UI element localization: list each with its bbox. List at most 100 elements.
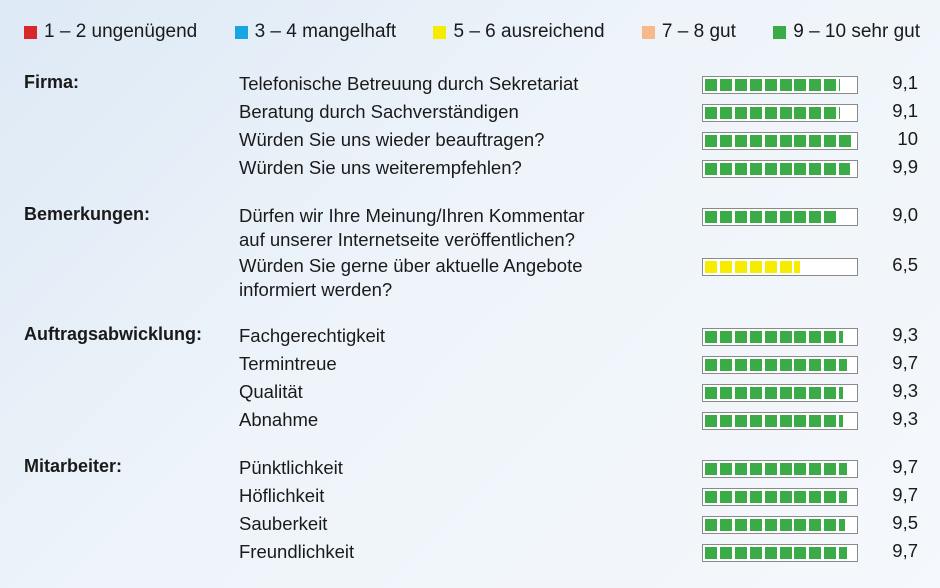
bar-segment	[809, 211, 822, 223]
bar-segment	[719, 331, 732, 343]
bar-segment	[839, 491, 848, 503]
bar-segment	[705, 107, 717, 119]
legend-swatch	[24, 25, 37, 39]
rating-bar	[702, 460, 858, 478]
bar-segment	[779, 135, 792, 147]
bar-segment	[794, 387, 807, 399]
bar-segment	[749, 491, 762, 503]
legend-item: 7 – 8 gut	[641, 21, 736, 43]
bar-segment	[824, 211, 837, 223]
legend-swatch	[234, 25, 248, 39]
legend-label: 5 – 6 ausreichend	[453, 21, 605, 42]
bar-segment	[749, 359, 762, 371]
bar-segment	[749, 415, 762, 427]
bar-segment	[719, 387, 732, 399]
legend-label: 1 – 2 ungenügend	[44, 21, 198, 42]
bar-segment	[764, 211, 777, 223]
bar-segment	[705, 547, 717, 559]
bar-segment	[794, 107, 807, 119]
bar-segment	[734, 463, 747, 475]
bar-segment	[809, 519, 822, 531]
bar-segment	[824, 79, 837, 91]
question-label: Würden Sie uns wieder beauftragen?	[239, 129, 545, 150]
bar-segment	[734, 359, 747, 371]
bar-segment	[705, 463, 717, 475]
bar-segment	[705, 331, 717, 343]
bar-segment	[764, 135, 777, 147]
rating-bar	[702, 516, 858, 534]
bar-segment	[749, 261, 762, 273]
legend-label: 7 – 8 gut	[661, 21, 736, 42]
bar-segment	[779, 211, 792, 223]
rating-bar	[702, 258, 858, 276]
bar-segment	[749, 163, 762, 175]
bar-segment	[809, 107, 822, 119]
bar-segment	[824, 387, 837, 399]
bar-segment	[794, 547, 807, 559]
bar-segment	[794, 79, 807, 91]
bar-segment	[779, 359, 792, 371]
bar-segment	[764, 163, 777, 175]
bar-segment	[794, 415, 807, 427]
bar-segment	[734, 415, 747, 427]
bar-segment	[809, 547, 822, 559]
value-label: 9,7	[892, 352, 918, 373]
value-label: 9,9	[892, 156, 918, 177]
bar-segment	[749, 387, 762, 399]
bar-segment	[794, 261, 801, 273]
legend: 1 – 2 ungenügend 3 – 4 mangelhaft 5 – 6 au…	[24, 18, 920, 46]
bar-segment	[764, 359, 777, 371]
bar-segment	[705, 135, 717, 147]
bar-segment	[719, 211, 732, 223]
bar-segment	[824, 331, 837, 343]
value-label: 9,1	[892, 100, 918, 121]
bar-segment	[794, 463, 807, 475]
question-label: Dürfen wir Ihre Meinung/Ihren Kommentar …	[239, 205, 585, 250]
bar-segment	[794, 211, 807, 223]
category-label: Bemerkungen:	[24, 204, 151, 224]
bar-segment	[734, 79, 747, 91]
category-label: Firma:	[24, 72, 80, 92]
legend-item: 5 – 6 ausreichend	[433, 21, 605, 43]
bar-segment	[705, 359, 717, 371]
bar-segment	[764, 547, 777, 559]
bar-segment	[839, 519, 846, 531]
bar-segment	[794, 519, 807, 531]
bar-segment	[734, 135, 747, 147]
rating-bar	[702, 328, 858, 346]
bar-segment	[779, 107, 792, 119]
bar-segment	[734, 547, 747, 559]
question-label: Beratung durch Sachverständigen	[239, 101, 519, 122]
bar-segment	[839, 331, 843, 343]
rating-bar	[702, 104, 858, 122]
bar-segment	[719, 547, 732, 559]
bar-segment	[734, 211, 747, 223]
question-label: Sauberkeit	[239, 513, 328, 534]
question-label: Telefonische Betreuung durch Sekretariat	[239, 73, 579, 94]
bar-segment	[779, 331, 792, 343]
bar-segment	[779, 547, 792, 559]
bar-segment	[809, 79, 822, 91]
bar-segment	[705, 519, 717, 531]
question-label: Abnahme	[239, 409, 319, 430]
bar-segment	[824, 519, 837, 531]
bar-segment	[839, 387, 843, 399]
bar-segment	[734, 491, 747, 503]
value-label: 9,7	[892, 484, 918, 505]
bar-segment	[734, 519, 747, 531]
bar-segment	[764, 387, 777, 399]
bar-segment	[794, 359, 807, 371]
bar-segment	[839, 163, 850, 175]
value-label: 9,0	[892, 204, 918, 225]
bar-segment	[809, 491, 822, 503]
bar-segment	[719, 135, 732, 147]
bar-segment	[809, 331, 822, 343]
bar-segment	[719, 79, 732, 91]
bar-segment	[734, 107, 747, 119]
bar-segment	[764, 463, 777, 475]
bar-segment	[824, 135, 837, 147]
bar-segment	[749, 519, 762, 531]
rating-bar	[702, 132, 858, 150]
bar-segment	[764, 519, 777, 531]
bar-segment	[839, 359, 848, 371]
